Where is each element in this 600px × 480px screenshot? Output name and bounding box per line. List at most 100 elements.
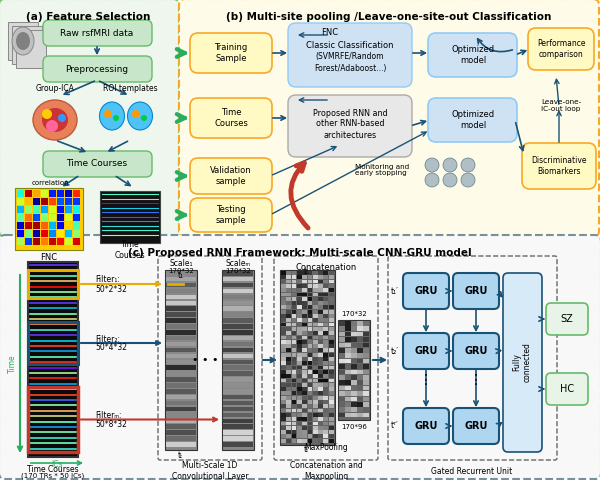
Bar [297,327,302,331]
Bar [281,417,286,421]
Bar [292,353,296,357]
Bar [351,408,356,412]
Bar [49,238,56,245]
Bar [292,366,296,370]
Bar [297,344,302,348]
Bar [281,331,286,335]
Bar [329,297,334,300]
Bar [281,327,286,331]
Bar [323,279,328,283]
Text: Scaleₘ: Scaleₘ [226,260,251,268]
Text: architectures: architectures [323,131,377,140]
Bar [318,310,323,313]
Bar [313,284,317,288]
Bar [357,348,362,352]
Bar [339,391,344,396]
Bar [33,214,40,221]
Bar [297,426,302,430]
Bar [308,340,313,344]
Bar [166,407,196,411]
FancyBboxPatch shape [179,0,599,237]
FancyBboxPatch shape [428,33,517,77]
Bar [308,301,313,305]
Bar [286,279,291,283]
Bar [323,379,328,382]
Bar [363,359,368,363]
Text: correlation: correlation [31,180,69,186]
Bar [329,387,334,391]
Bar [281,297,286,300]
Bar [281,292,286,296]
Text: ⋮: ⋮ [469,373,483,387]
Bar [308,331,313,335]
Bar [297,279,302,283]
Bar [323,323,328,326]
Bar [223,360,253,364]
Bar [292,434,296,438]
Text: Time Courses: Time Courses [27,466,79,475]
Text: Classic Classification: Classic Classification [306,40,394,49]
Bar [308,430,313,434]
Bar [223,365,253,370]
Bar [286,318,291,322]
Bar [286,391,291,395]
Bar [329,439,334,443]
Bar [223,424,253,429]
Bar [166,324,196,329]
Bar [166,372,196,376]
Bar [73,214,80,221]
Bar [166,430,196,435]
Bar [351,343,356,347]
Bar [313,383,317,386]
Bar [351,391,356,396]
Bar [292,379,296,382]
Bar [323,404,328,408]
Bar [281,434,286,438]
Bar [292,288,296,292]
Bar [302,439,307,443]
Bar [318,391,323,395]
Bar [318,357,323,361]
Bar [329,336,334,339]
Text: Filter₁:: Filter₁: [95,276,120,285]
Bar [323,361,328,365]
Bar [73,206,80,213]
Bar [318,301,323,305]
Bar [308,361,313,365]
Bar [318,370,323,374]
Bar [166,336,196,340]
Bar [166,436,196,441]
Bar [41,198,48,205]
Bar [318,421,323,425]
Bar [49,206,56,213]
Ellipse shape [16,32,30,50]
Bar [357,343,362,347]
Bar [323,292,328,296]
Bar [25,198,32,205]
Bar [318,348,323,352]
Bar [297,439,302,443]
Bar [297,292,302,296]
Bar [313,426,317,430]
Bar [329,353,334,357]
Text: Proposed RNN and: Proposed RNN and [313,108,388,118]
Bar [302,370,307,374]
Bar [28,270,78,298]
Bar [329,430,334,434]
Ellipse shape [42,108,68,132]
Bar [292,361,296,365]
Bar [313,434,317,438]
Bar [318,284,323,288]
Bar [286,383,291,386]
Bar [223,330,253,335]
Bar [318,366,323,370]
Bar [281,271,286,275]
Text: Monitoring and
early stopping: Monitoring and early stopping [355,164,409,177]
FancyBboxPatch shape [453,273,499,309]
Text: Preprocessing: Preprocessing [65,64,128,73]
Bar [351,326,356,331]
Bar [57,198,64,205]
Bar [339,348,344,352]
Bar [308,439,313,443]
Bar [318,318,323,322]
